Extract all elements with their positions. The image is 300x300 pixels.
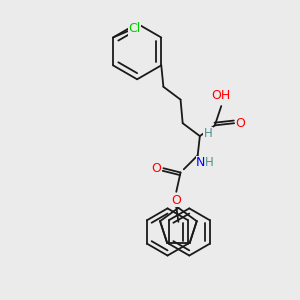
Text: Cl: Cl <box>128 22 141 35</box>
Text: O: O <box>151 162 161 175</box>
Text: O: O <box>236 117 245 130</box>
Text: N: N <box>196 156 206 170</box>
Text: OH: OH <box>212 89 231 102</box>
Text: H: H <box>204 128 213 140</box>
Text: O: O <box>171 194 181 207</box>
Text: H: H <box>205 156 214 170</box>
